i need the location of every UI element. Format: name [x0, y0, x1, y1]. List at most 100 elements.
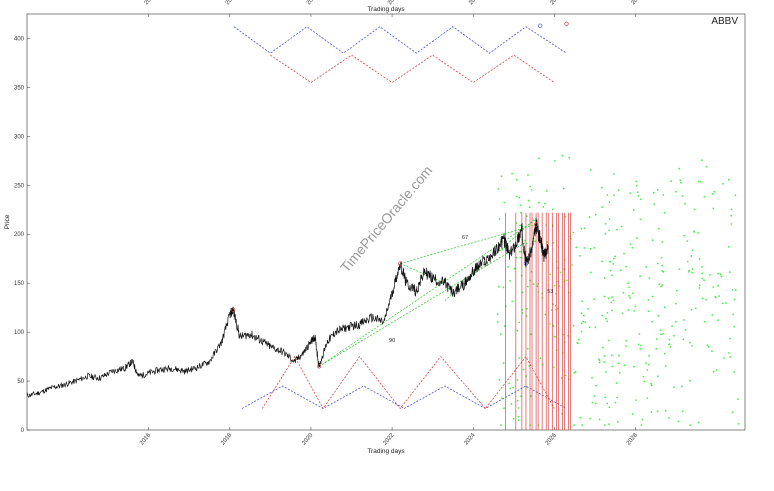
- scatter-point: [583, 314, 585, 317]
- scatter-point: [606, 402, 609, 405]
- y-tick-label: 350: [14, 85, 25, 91]
- scatter-point: [605, 371, 607, 373]
- x-tick-label-top: 2016: [144, 0, 158, 6]
- scatter-point: [601, 346, 604, 349]
- scatter-point: [509, 280, 511, 282]
- scatter-point: [625, 345, 627, 347]
- scatter-point: [684, 202, 686, 205]
- scatter-point: [639, 275, 641, 278]
- scatter-point: [721, 302, 724, 305]
- scatter-point: [692, 249, 694, 252]
- scatter-point: [571, 264, 573, 266]
- scatter-point: [638, 333, 641, 335]
- scatter-point: [691, 345, 693, 347]
- scatter-point: [691, 271, 694, 274]
- scatter-point: [517, 407, 520, 409]
- scatter-point: [675, 289, 678, 292]
- scatter-point: [628, 286, 630, 289]
- trend-line: [400, 263, 445, 284]
- scatter-point: [697, 421, 700, 424]
- scatter-point: [637, 343, 640, 346]
- scatter-point: [591, 401, 594, 404]
- annotation-label: 43: [482, 262, 488, 268]
- scatter-point: [679, 179, 682, 182]
- scatter-point: [629, 296, 631, 299]
- scatter-point: [564, 374, 567, 377]
- scatter-point: [604, 424, 606, 426]
- scatter-point: [681, 195, 684, 197]
- y-tick-label: 50: [17, 379, 24, 385]
- scatter-point: [651, 239, 654, 242]
- scatter-point: [731, 288, 734, 291]
- scatter-point: [725, 302, 727, 304]
- scatter-point: [551, 208, 554, 211]
- scatter-point: [517, 419, 520, 422]
- scatter-point: [553, 335, 556, 338]
- scatter-point: [639, 347, 642, 350]
- scatter-point: [662, 194, 665, 196]
- scatter-point: [642, 376, 645, 378]
- scatter-point: [689, 424, 692, 426]
- pivot-marker: [533, 222, 539, 227]
- scatter-point: [512, 417, 515, 420]
- scatter-point: [577, 338, 580, 341]
- scatter-point: [633, 365, 635, 368]
- scatter-point: [503, 201, 506, 204]
- scatter-point: [583, 227, 586, 230]
- scatter-point: [572, 231, 575, 234]
- scatter-point: [594, 402, 597, 405]
- scatter-point: [530, 189, 533, 191]
- scatter-point: [723, 357, 725, 359]
- scatter-point: [583, 247, 586, 249]
- scatter-point: [593, 395, 596, 397]
- scatter-point: [606, 320, 608, 323]
- scatter-point: [516, 329, 519, 332]
- scatter-point: [581, 300, 583, 303]
- scatter-point: [562, 333, 565, 336]
- scatter-point: [543, 202, 546, 205]
- projection-scatter: [496, 154, 740, 426]
- scatter-point: [588, 326, 591, 329]
- scatter-point: [539, 357, 542, 360]
- scatter-point: [598, 418, 601, 421]
- annotation-label: 90: [389, 338, 395, 344]
- scatter-point: [693, 230, 695, 233]
- scatter-point: [733, 298, 736, 301]
- scatter-point: [730, 223, 733, 225]
- y-tick-label: 200: [14, 232, 25, 238]
- scatter-point: [625, 339, 627, 342]
- scatter-point: [698, 287, 701, 289]
- scatter-point: [520, 211, 522, 214]
- scatter-point: [722, 182, 724, 185]
- scatter-point: [658, 283, 661, 285]
- scatter-point: [549, 273, 552, 276]
- scatter-point: [614, 401, 617, 404]
- scatter-point: [559, 271, 562, 274]
- scatter-point: [717, 284, 720, 287]
- pivot-marker: [316, 364, 322, 369]
- scatter-point: [690, 255, 693, 257]
- scatter-point: [526, 386, 529, 389]
- scatter-point: [513, 267, 516, 270]
- scatter-point: [701, 277, 704, 280]
- x-tick-label-top: 2024: [468, 0, 482, 6]
- scatter-point: [732, 313, 735, 316]
- scatter-point: [529, 185, 531, 188]
- scatter-point: [593, 247, 596, 249]
- scatter-point: [589, 247, 592, 250]
- scatter-point: [590, 271, 592, 274]
- scatter-point: [601, 260, 603, 263]
- scatter-point: [616, 396, 618, 399]
- scatter-point: [640, 424, 643, 426]
- scatter-point: [568, 156, 571, 159]
- scatter-point: [660, 257, 663, 259]
- scatter-point: [587, 308, 589, 310]
- scatter-point: [660, 285, 662, 288]
- scatter-point: [608, 218, 611, 220]
- scatter-point: [706, 344, 709, 347]
- scatter-point: [607, 339, 610, 342]
- x-axis-label-top: Trading days: [367, 6, 405, 13]
- scatter-point: [711, 350, 713, 352]
- scatter-point: [635, 180, 638, 183]
- scatter-point: [701, 297, 704, 300]
